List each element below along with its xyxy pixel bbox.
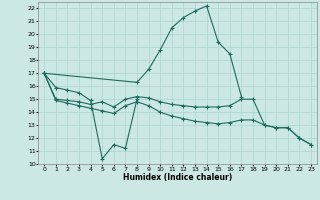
X-axis label: Humidex (Indice chaleur): Humidex (Indice chaleur) [123,173,232,182]
